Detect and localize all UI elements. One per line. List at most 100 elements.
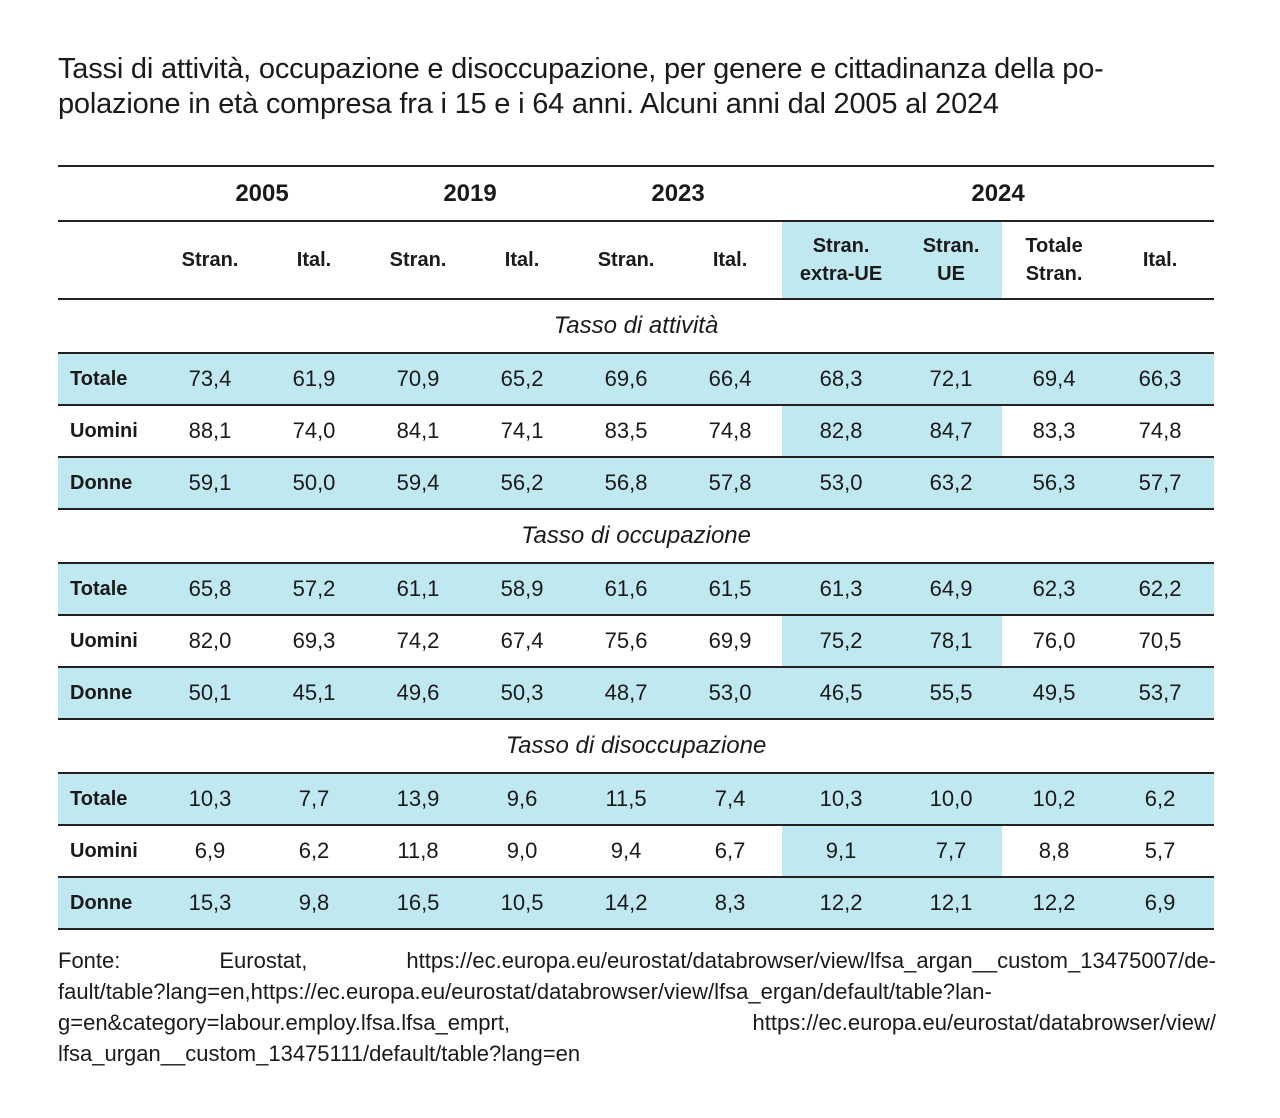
subheader-row: Stran. Ital. Stran. Ital. Stran. Ital. Stran. …: [58, 221, 1215, 300]
value-cell: 11,5: [574, 773, 679, 826]
value-cell: 67,4: [470, 615, 575, 668]
value-cell: 74,0: [262, 405, 367, 458]
value-cell: 7,7: [262, 773, 367, 826]
row-label: Donne: [58, 667, 158, 720]
value-cell: 12,2: [1002, 877, 1107, 930]
value-cell: 55,5: [900, 667, 1003, 720]
value-cell: 66,4: [678, 353, 783, 406]
section-title: Tasso di disoccupazione: [58, 719, 1215, 774]
value-cell: 62,3: [1002, 563, 1107, 616]
value-cell: 6,9: [158, 825, 262, 878]
column-header: Ital.: [678, 221, 783, 300]
value-cell: 59,1: [158, 457, 262, 510]
table-row: Totale 73,4 61,9 70,9 65,2 69,6 66,4 68,3 72,1 69…: [58, 353, 1215, 406]
value-cell: 66,3: [1106, 353, 1215, 406]
value-cell: 70,5: [1106, 615, 1215, 668]
value-cell: 13,9: [366, 773, 471, 826]
value-cell: 49,5: [1002, 667, 1107, 720]
value-cell: 45,1: [262, 667, 367, 720]
section-title: Tasso di attività: [58, 299, 1215, 354]
value-cell: 11,8: [366, 825, 471, 878]
value-cell: 65,2: [470, 353, 575, 406]
value-cell: 16,5: [366, 877, 471, 930]
row-label: Uomini: [58, 405, 158, 458]
value-cell: 83,3: [1002, 405, 1107, 458]
table-row: Uomini 6,9 6,2 11,8 9,0 9,4 6,7 9,1 7,7 8,8 5,7: [58, 825, 1215, 878]
value-cell: 74,1: [470, 405, 575, 458]
value-cell: 61,6: [574, 563, 679, 616]
value-cell: 8,8: [1002, 825, 1107, 878]
column-header: Stran.: [366, 221, 471, 300]
value-cell: 56,3: [1002, 457, 1107, 510]
value-cell: 69,9: [678, 615, 783, 668]
corner-cell: [58, 221, 158, 300]
value-cell: 74,8: [678, 405, 783, 458]
table-row: Totale 10,3 7,7 13,9 9,6 11,5 7,4 10,3 10,0 10,2 6…: [58, 773, 1215, 826]
value-cell: 56,2: [470, 457, 575, 510]
row-label: Totale: [58, 563, 158, 616]
value-cell: 88,1: [158, 405, 262, 458]
source-line-3: g=en&category=labour.employ.lfsa.lfsa_em…: [58, 1007, 1216, 1038]
value-cell: 14,2: [574, 877, 679, 930]
source-line-4: lfsa_urgan__custom_13475111/default/tabl…: [58, 1041, 581, 1066]
value-cell: 46,5: [782, 667, 901, 720]
value-cell: 69,4: [1002, 353, 1107, 406]
value-cell: 58,9: [470, 563, 575, 616]
value-cell: 61,9: [262, 353, 367, 406]
value-cell: 74,8: [1106, 405, 1215, 458]
value-cell: 70,9: [366, 353, 471, 406]
value-cell: 50,1: [158, 667, 262, 720]
value-cell: 50,3: [470, 667, 575, 720]
section-row: Tasso di attività: [58, 299, 1215, 354]
value-cell: 9,1: [782, 825, 901, 878]
value-cell: 10,3: [782, 773, 901, 826]
value-cell: 56,8: [574, 457, 679, 510]
value-cell: 75,6: [574, 615, 679, 668]
corner-cell: [58, 165, 158, 222]
value-cell: 9,8: [262, 877, 367, 930]
value-cell: 76,0: [1002, 615, 1107, 668]
table-title: Tassi di attività, occupazione e disoccu…: [58, 52, 1218, 122]
value-cell: 5,7: [1106, 825, 1215, 878]
source-line-3b: https://ec.europa.eu/eurostat/databrowse…: [752, 1010, 1216, 1035]
value-cell: 61,1: [366, 563, 471, 616]
value-cell: 84,1: [366, 405, 471, 458]
value-cell: 10,2: [1002, 773, 1107, 826]
value-cell: 10,0: [900, 773, 1003, 826]
row-label: Totale: [58, 353, 158, 406]
year-header: 2019: [366, 165, 575, 222]
value-cell: 74,2: [366, 615, 471, 668]
value-cell: 82,8: [782, 405, 901, 458]
value-cell: 53,0: [678, 667, 783, 720]
column-header: Ital.: [1106, 221, 1215, 300]
value-cell: 72,1: [900, 353, 1003, 406]
value-cell: 49,6: [366, 667, 471, 720]
row-label: Uomini: [58, 825, 158, 878]
year-header: 2023: [574, 165, 783, 222]
table-body: Tasso di attività Totale 73,4 61,9 70,9 65,2 6…: [58, 299, 1215, 930]
column-header: Ital.: [262, 221, 367, 300]
value-cell: 59,4: [366, 457, 471, 510]
year-header: 2005: [158, 165, 367, 222]
value-cell: 12,2: [782, 877, 901, 930]
value-cell: 82,0: [158, 615, 262, 668]
table-row: Uomini 88,1 74,0 84,1 74,1 83,5 74,8 82,8 84,7 83…: [58, 405, 1215, 458]
value-cell: 68,3: [782, 353, 901, 406]
value-cell: 9,0: [470, 825, 575, 878]
value-cell: 53,0: [782, 457, 901, 510]
source-line-3a: g=en&category=labour.employ.lfsa.lfsa_em…: [58, 1010, 511, 1035]
source-line-2: fault/table?lang=en,https://ec.europa.eu…: [58, 979, 992, 1004]
value-cell: 62,2: [1106, 563, 1215, 616]
value-cell: 61,3: [782, 563, 901, 616]
column-header: Stran. extra-UE: [782, 221, 901, 300]
value-cell: 53,7: [1106, 667, 1215, 720]
column-header: Ital.: [470, 221, 575, 300]
value-cell: 75,2: [782, 615, 901, 668]
value-cell: 15,3: [158, 877, 262, 930]
column-header: Stran.: [574, 221, 679, 300]
value-cell: 7,7: [900, 825, 1003, 878]
table-row: Uomini 82,0 69,3 74,2 67,4 75,6 69,9 75,2 78,1 76…: [58, 615, 1215, 668]
value-cell: 9,6: [470, 773, 575, 826]
section-row: Tasso di disoccupazione: [58, 719, 1215, 774]
